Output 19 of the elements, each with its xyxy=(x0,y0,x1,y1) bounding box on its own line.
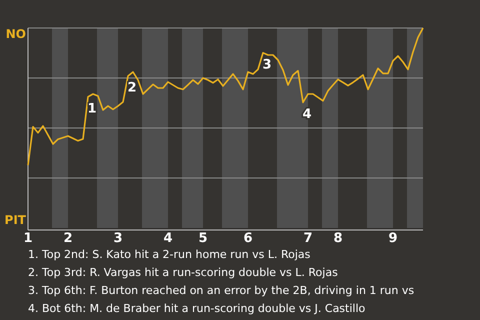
annotation: 1 xyxy=(87,101,97,116)
x-tick-label: 2 xyxy=(63,231,73,246)
text: 4. Bot 6th: M. de Braber hit a run-scoring double vs J. Castillo xyxy=(28,302,366,315)
x-tick-label: 6 xyxy=(243,231,253,246)
text: PIT xyxy=(4,213,27,227)
x-tick-label: 9 xyxy=(388,231,398,246)
text: 1. Top 2nd: S. Kato hit a 2-run home run vs L. Rojas xyxy=(28,248,311,261)
x-tick-label: 1 xyxy=(23,231,33,246)
x-tick-label: 8 xyxy=(333,231,343,246)
text: 2. Top 3rd: R. Vargas hit a run-scoring double vs L. Rojas xyxy=(28,266,338,279)
text: 3. Top 6th: F. Burton reached on an error by the 2B, driving in 1 run vs xyxy=(28,284,414,297)
annotation: 4 xyxy=(302,106,312,122)
text: NO xyxy=(6,27,26,41)
x-tick-label: 5 xyxy=(198,231,208,246)
annotation: 3 xyxy=(262,57,272,72)
x-tick-label: 4 xyxy=(163,231,173,246)
annotation: 2 xyxy=(127,80,137,96)
x-tick-label: 7 xyxy=(303,231,313,246)
x-tick-label: 3 xyxy=(113,231,123,246)
